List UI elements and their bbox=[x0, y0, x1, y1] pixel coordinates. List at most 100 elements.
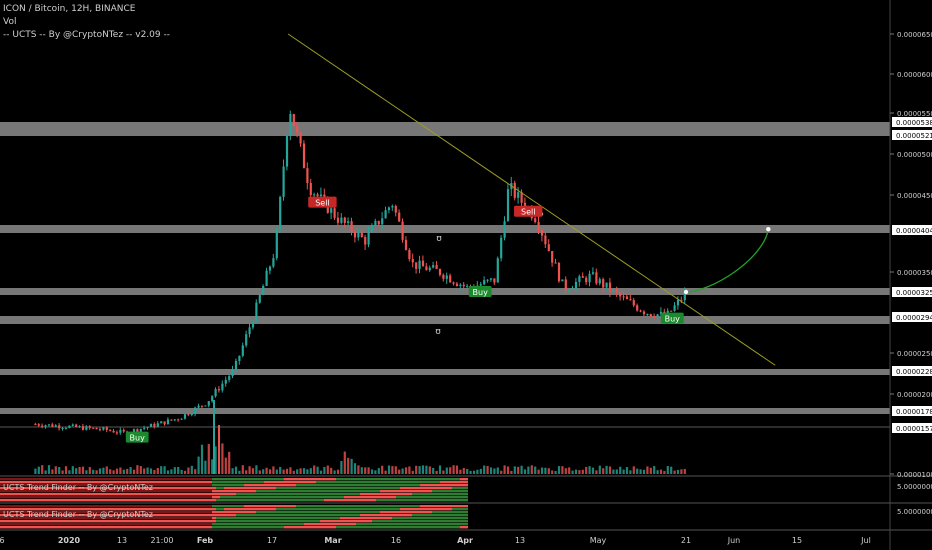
trend-cell bbox=[380, 481, 384, 484]
trend-cell bbox=[208, 520, 212, 523]
trend-cell bbox=[444, 526, 448, 529]
volume-bar bbox=[670, 466, 673, 474]
trend-cell bbox=[364, 505, 368, 508]
trend-cell bbox=[20, 481, 24, 484]
volume-bar bbox=[156, 467, 159, 474]
trend-cell bbox=[228, 517, 232, 520]
trend-cell bbox=[360, 493, 364, 496]
trend-cell bbox=[72, 499, 76, 502]
trend-cell bbox=[316, 481, 320, 484]
signal-buy: Buy bbox=[125, 431, 149, 443]
trend-cell bbox=[84, 526, 88, 529]
trend-cell bbox=[32, 508, 36, 511]
time-tick-label: 13 bbox=[515, 536, 525, 545]
trend-cell bbox=[280, 505, 284, 508]
volume-bar bbox=[275, 469, 278, 474]
trend-cell bbox=[44, 517, 48, 520]
trend-cell bbox=[304, 520, 308, 523]
trend-cell bbox=[124, 514, 128, 517]
trend-cell bbox=[416, 493, 420, 496]
trend-cell bbox=[64, 493, 68, 496]
trend-cell bbox=[444, 511, 448, 514]
volume-bar bbox=[132, 469, 136, 474]
trend-cell bbox=[212, 523, 216, 526]
volume-bar bbox=[163, 466, 166, 474]
trend-cell bbox=[156, 514, 160, 517]
candle-body bbox=[51, 424, 54, 427]
trend-cell bbox=[240, 511, 244, 514]
trend-cell bbox=[312, 496, 316, 499]
trend-cell bbox=[276, 481, 280, 484]
trend-cell bbox=[160, 499, 164, 502]
trend-cell bbox=[220, 505, 224, 508]
candle-body bbox=[585, 277, 588, 283]
trend-cell bbox=[444, 520, 448, 523]
trend-cell bbox=[8, 478, 12, 481]
trend-cell bbox=[284, 514, 288, 517]
trend-cell bbox=[256, 508, 260, 511]
trend-cell bbox=[124, 487, 128, 490]
trend-cell bbox=[32, 481, 36, 484]
trend-cell bbox=[72, 478, 76, 481]
trend-cell bbox=[48, 490, 52, 493]
trend-cell bbox=[176, 496, 180, 499]
trend-cell bbox=[196, 523, 200, 526]
sr-zone-2 bbox=[0, 288, 890, 295]
volume-bar bbox=[666, 466, 669, 474]
trend-cell bbox=[48, 505, 52, 508]
trend-cell bbox=[412, 511, 416, 514]
trend-cell bbox=[252, 493, 256, 496]
trend-cell bbox=[372, 496, 376, 499]
trend-cell bbox=[308, 493, 312, 496]
trend-cell bbox=[268, 511, 272, 514]
candle-body bbox=[309, 183, 312, 196]
trend-cell bbox=[264, 505, 268, 508]
trend-cell bbox=[380, 496, 384, 499]
candle-body bbox=[251, 321, 255, 328]
trend-cell bbox=[424, 505, 428, 508]
candle-body bbox=[598, 279, 601, 284]
trend-cell bbox=[20, 496, 24, 499]
volume-bar bbox=[663, 470, 666, 474]
trend-cell bbox=[268, 484, 272, 487]
trend-cell bbox=[448, 520, 452, 523]
trend-cell bbox=[52, 523, 56, 526]
volume-bar bbox=[112, 470, 115, 474]
trend-cell bbox=[380, 511, 384, 514]
volume-bar bbox=[183, 470, 187, 474]
trend-cell bbox=[320, 478, 324, 481]
volume-bar bbox=[503, 465, 506, 474]
volume-bar bbox=[571, 470, 574, 474]
trend-cell bbox=[196, 478, 200, 481]
trend-cell bbox=[428, 508, 432, 511]
trend-cell bbox=[180, 508, 184, 511]
trend-cell bbox=[304, 514, 308, 517]
trend-cell bbox=[208, 505, 212, 508]
signal-badge bbox=[468, 286, 492, 297]
candle-body bbox=[98, 429, 102, 431]
trend-cell bbox=[384, 505, 388, 508]
trend-cell bbox=[156, 478, 160, 481]
volume-bar bbox=[319, 470, 323, 474]
trend-cell bbox=[360, 499, 364, 502]
candle-body bbox=[455, 283, 459, 287]
trend-cell bbox=[304, 493, 308, 496]
trend-cell bbox=[408, 484, 412, 487]
candle-body bbox=[302, 143, 306, 169]
trend-cell bbox=[28, 517, 32, 520]
trend-cell bbox=[460, 508, 464, 511]
trend-cell bbox=[88, 478, 92, 481]
trend-cell bbox=[64, 517, 68, 520]
trend-cell bbox=[84, 496, 88, 499]
trend-cell bbox=[116, 526, 120, 529]
trend-cell bbox=[244, 520, 248, 523]
trend-cell bbox=[44, 499, 48, 502]
candle-body bbox=[398, 212, 401, 222]
trend-cell bbox=[96, 478, 100, 481]
trend-cell bbox=[344, 526, 348, 529]
trend-cell bbox=[316, 490, 320, 493]
